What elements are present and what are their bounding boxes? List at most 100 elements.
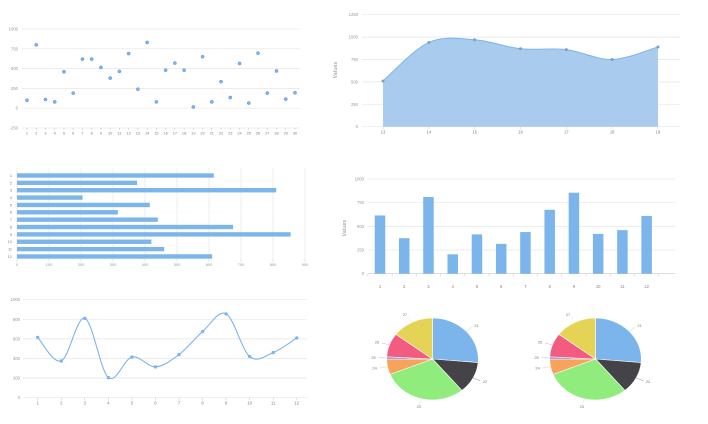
svg-text:6: 6 xyxy=(72,131,74,136)
svg-text:750: 750 xyxy=(357,200,365,205)
line-markers[interactable] xyxy=(36,312,299,380)
pie-left-label-connector xyxy=(381,342,390,346)
svg-text:11: 11 xyxy=(8,247,12,252)
scatter-points[interactable] xyxy=(25,40,297,109)
svg-text:600: 600 xyxy=(206,262,213,267)
svg-text:19: 19 xyxy=(191,131,195,136)
svg-text:26: 26 xyxy=(538,339,542,344)
vbar-bars[interactable] xyxy=(374,192,652,274)
line-grid: 1000 800 600 400 200 0 xyxy=(11,297,307,400)
svg-text:25: 25 xyxy=(534,355,538,360)
svg-text:23: 23 xyxy=(228,131,232,136)
pie-right-label-connector xyxy=(544,342,553,346)
svg-text:0: 0 xyxy=(18,395,21,400)
svg-text:250: 250 xyxy=(357,248,365,253)
svg-text:800: 800 xyxy=(13,317,21,322)
svg-text:200: 200 xyxy=(13,376,21,381)
svg-text:250: 250 xyxy=(351,102,359,107)
svg-text:500: 500 xyxy=(351,79,359,84)
svg-text:1000: 1000 xyxy=(349,35,359,40)
svg-text:23: 23 xyxy=(417,404,421,409)
svg-text:12: 12 xyxy=(294,401,299,406)
svg-text:20: 20 xyxy=(200,131,205,136)
svg-text:10: 10 xyxy=(596,284,601,289)
area-plot-canvas[interactable]: 1250 1000 750 500 250 0 13 14 15 16 17 18 19 xyxy=(330,0,708,150)
svg-text:750: 750 xyxy=(351,57,359,62)
svg-text:6: 6 xyxy=(10,210,12,215)
svg-text:1000: 1000 xyxy=(355,177,365,182)
pie-left-slice-21[interactable] xyxy=(432,317,479,363)
svg-text:17: 17 xyxy=(173,131,177,136)
svg-text:700: 700 xyxy=(238,262,245,267)
pie-right-slice-21[interactable] xyxy=(595,317,642,363)
svg-text:4: 4 xyxy=(107,401,110,406)
svg-text:10: 10 xyxy=(108,131,113,136)
pie-left-label-connector xyxy=(419,398,422,405)
pie-right[interactable]: 21 22 23 24 25 26 27 xyxy=(534,312,650,409)
svg-text:300: 300 xyxy=(110,262,117,267)
svg-text:24: 24 xyxy=(372,366,377,371)
svg-text:14: 14 xyxy=(145,131,150,136)
svg-text:19: 19 xyxy=(656,130,661,135)
svg-text:750: 750 xyxy=(11,46,19,51)
horizontal-bar-chart: 0 100 200 300 400 500 600 700 800 900 1 2 3 4 5 6 7 8 9 10 1… xyxy=(0,160,330,285)
svg-text:8: 8 xyxy=(201,401,204,406)
svg-text:15: 15 xyxy=(472,130,477,135)
svg-text:500: 500 xyxy=(174,262,181,267)
svg-text:5: 5 xyxy=(476,284,479,289)
svg-text:24: 24 xyxy=(237,131,242,136)
pie-left-slice-27[interactable] xyxy=(395,317,433,360)
vertical-bar-chart: 1000 750 500 250 0 1 2 3 4 5 6 7 8 9 10 11 12 Values xyxy=(330,160,708,295)
area-markers[interactable] xyxy=(381,38,660,83)
scatter-chart: 1000 750 500 250 0 -250 1 2 3 4 5 6 7 8 9 10 11 12 13 14 15 1… xyxy=(0,0,330,155)
svg-text:27: 27 xyxy=(265,131,269,136)
svg-text:8: 8 xyxy=(549,284,552,289)
svg-text:5: 5 xyxy=(63,131,65,136)
vbar-x-axis: 1 2 3 4 5 6 7 8 9 10 11 12 xyxy=(379,284,650,289)
svg-text:9: 9 xyxy=(100,131,102,136)
svg-text:17: 17 xyxy=(564,130,569,135)
svg-text:600: 600 xyxy=(13,336,21,341)
svg-text:3: 3 xyxy=(44,131,46,136)
svg-text:25: 25 xyxy=(247,131,251,136)
line-x-axis: 1 2 3 4 5 6 7 8 9 10 11 12 xyxy=(37,397,300,406)
svg-text:5: 5 xyxy=(131,401,134,406)
svg-text:0: 0 xyxy=(362,271,365,276)
svg-text:4: 4 xyxy=(452,284,455,289)
svg-text:26: 26 xyxy=(256,131,260,136)
area-chart: 1250 1000 750 500 250 0 13 14 15 16 17 18 19 Values xyxy=(330,0,708,150)
pie-left[interactable]: 21 22 23 24 25 26 27 xyxy=(371,312,487,409)
svg-text:1: 1 xyxy=(379,284,382,289)
horizontal-bar-canvas[interactable]: 0 100 200 300 400 500 600 700 800 900123456789101… xyxy=(0,160,330,285)
area-series-fill[interactable] xyxy=(383,38,658,127)
svg-text:3: 3 xyxy=(10,188,12,193)
pie-right-slice-27[interactable] xyxy=(558,317,596,360)
svg-text:1: 1 xyxy=(26,131,28,136)
svg-text:22: 22 xyxy=(483,379,487,384)
line-series[interactable] xyxy=(37,312,298,380)
svg-text:10: 10 xyxy=(247,401,252,406)
pie-left-label-connector xyxy=(379,366,388,369)
svg-text:11: 11 xyxy=(620,284,625,289)
svg-text:7: 7 xyxy=(81,131,83,136)
svg-text:12: 12 xyxy=(126,131,130,136)
svg-text:500: 500 xyxy=(11,66,19,71)
scatter-x-axis: 1 2 3 4 5 6 7 8 9 10 11 12 13 14 15 16 17 18 19 20 21 22 23 24 2… xyxy=(26,128,298,136)
svg-text:1000: 1000 xyxy=(9,27,19,32)
svg-text:27: 27 xyxy=(403,312,407,317)
svg-text:29: 29 xyxy=(284,131,288,136)
svg-text:0: 0 xyxy=(16,262,19,267)
svg-text:8: 8 xyxy=(10,224,12,229)
pie-charts-canvas[interactable]: 21 22 23 24 25 26 27 21 22 23 24 25 26 27 xyxy=(330,295,708,424)
hbar-bars[interactable] xyxy=(17,173,291,259)
svg-text:18: 18 xyxy=(610,130,615,135)
svg-text:21: 21 xyxy=(210,131,214,136)
svg-text:30: 30 xyxy=(293,131,298,136)
pie-right-label-connector xyxy=(571,316,576,323)
svg-text:24: 24 xyxy=(535,366,540,371)
svg-text:22: 22 xyxy=(646,379,650,384)
